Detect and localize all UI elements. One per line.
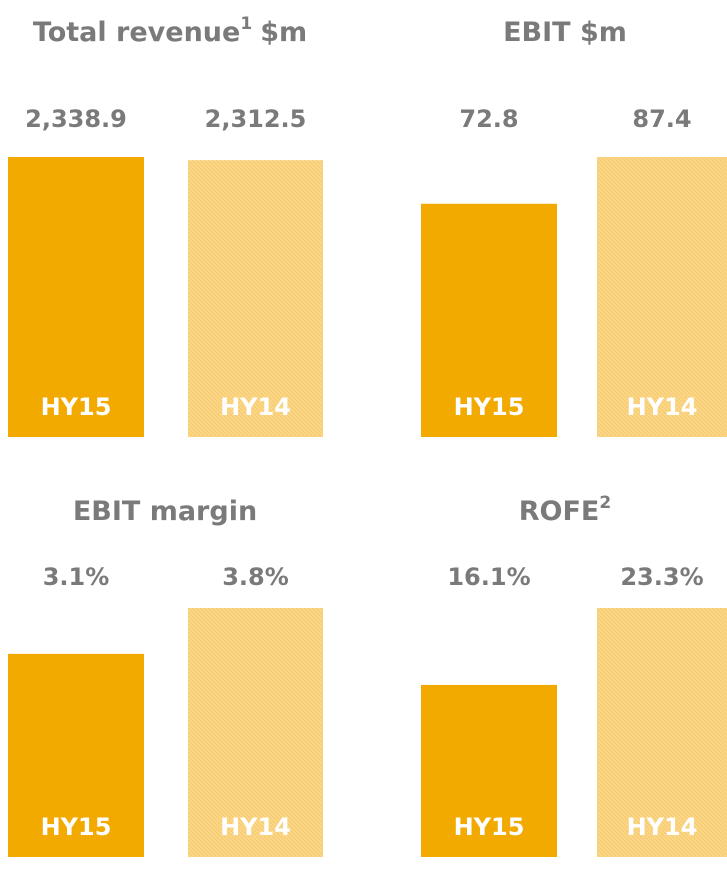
chart-title: ROFE2 [519, 493, 611, 527]
bar-chart: EBIT margin 3.1% HY15 3.8% HY14 [8, 496, 323, 857]
bar [421, 684, 557, 857]
title-text: EBIT $m [503, 17, 627, 48]
value-label: 72.8 [459, 105, 518, 133]
bar-chart: ROFE2 16.1% HY15 23.3% HY14 [421, 493, 727, 857]
bar [8, 653, 144, 857]
bar-chart: EBIT $m 72.8 HY15 87.4 HY14 [421, 17, 727, 437]
title-superscript: 2 [599, 493, 611, 513]
bar-hatch [597, 157, 727, 437]
title-superscript: 1 [240, 14, 252, 34]
value-label: 87.4 [632, 105, 691, 133]
title-suffix: $m [260, 17, 307, 48]
category-label: HY14 [220, 813, 291, 841]
category-label: HY14 [627, 813, 698, 841]
value-label: 16.1% [447, 563, 530, 591]
bar-hatch [188, 608, 323, 857]
value-label: 3.1% [43, 563, 110, 591]
category-label: HY14 [220, 393, 291, 421]
chart-title: Total revenue1 $m [33, 14, 307, 48]
bar-chart: Total revenue1 $m 2,338.9 HY15 2,312.5 HY14 [8, 14, 323, 437]
value-label: 2,338.9 [25, 105, 127, 133]
bar-hatch [188, 160, 323, 437]
category-label: HY15 [41, 813, 112, 841]
category-label: HY15 [454, 813, 525, 841]
value-label: 23.3% [620, 563, 703, 591]
bar [421, 203, 557, 437]
value-label: 3.8% [222, 563, 289, 591]
value-label: 2,312.5 [205, 105, 307, 133]
bar [8, 157, 144, 437]
chart-title: EBIT $m [503, 17, 627, 48]
category-label: HY14 [627, 393, 698, 421]
bar-hatch [597, 608, 727, 857]
title-text: EBIT margin [73, 496, 257, 527]
title-text: Total revenue [33, 17, 240, 48]
title-text: ROFE [519, 496, 600, 527]
category-label: HY15 [454, 393, 525, 421]
category-label: HY15 [41, 393, 112, 421]
chart-title: EBIT margin [73, 496, 257, 527]
